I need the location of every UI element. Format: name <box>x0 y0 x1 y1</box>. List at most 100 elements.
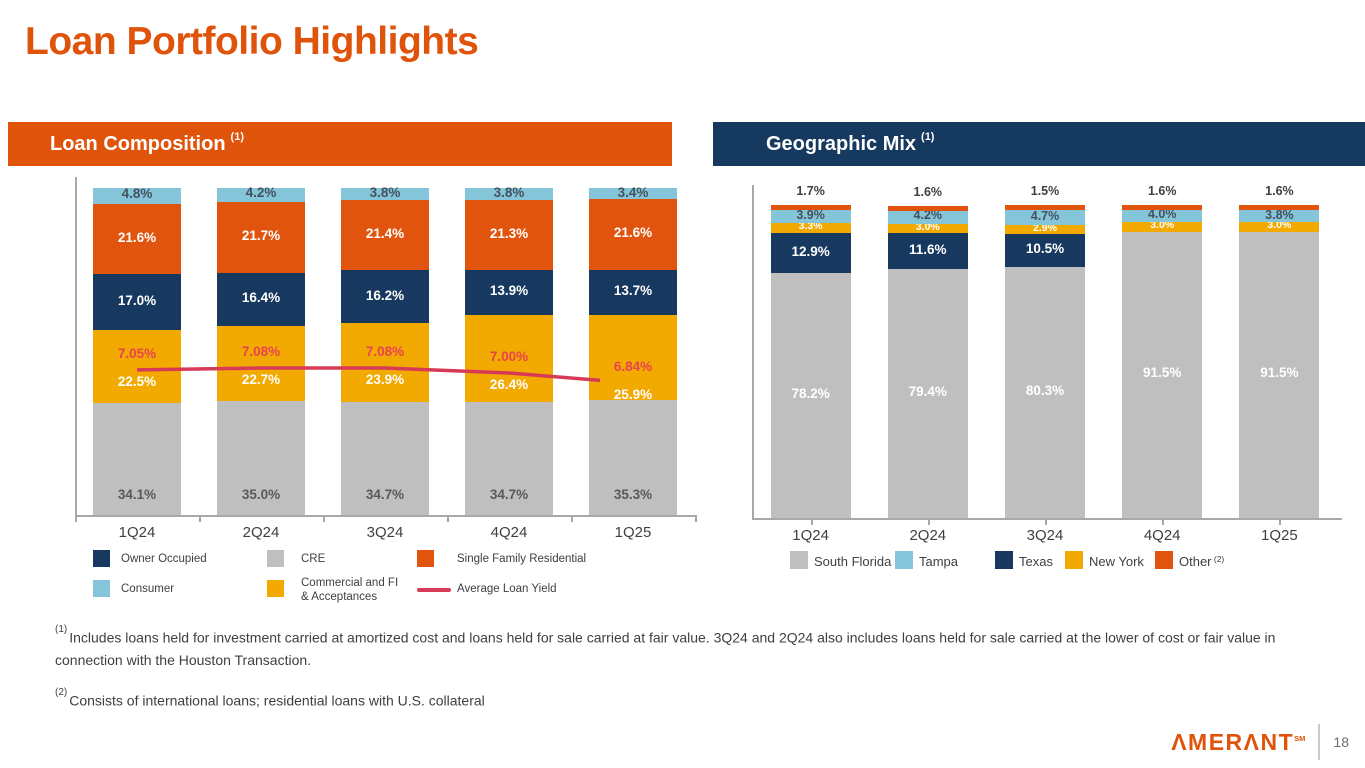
category-label: 4Q24 <box>1143 527 1181 544</box>
bar-value-label: 1.7% <box>796 184 825 198</box>
legend-swatch <box>93 580 110 597</box>
bar-segment <box>1239 222 1320 232</box>
bar-segment <box>887 223 968 234</box>
bar-value-label: 3.8% <box>1265 207 1294 222</box>
bar-segment <box>93 203 181 275</box>
bar-value-label: 11.6% <box>909 241 947 257</box>
bar-segment <box>341 323 429 402</box>
bar-value-label: 22.7% <box>241 372 281 387</box>
bar-segment <box>217 188 305 202</box>
panel-header-loan-composition: Loan Composition (1) <box>8 122 672 166</box>
bar-segment <box>93 403 181 515</box>
bar-value-label: 21.6% <box>613 225 653 241</box>
legend-swatch <box>995 551 1013 569</box>
bar-value-label: 78.2% <box>791 386 830 402</box>
bar-segment <box>1005 233 1085 267</box>
bar-segment <box>465 269 553 316</box>
axis-tick <box>571 515 573 522</box>
panel-header-geographic-mix: Geographic Mix (1) <box>713 122 1365 166</box>
footnote-ref-2: (2) <box>1211 554 1225 564</box>
bar-value-label: 21.7% <box>241 227 281 243</box>
bar-segment <box>465 401 553 515</box>
axis-tick <box>323 515 325 522</box>
legend-swatch <box>267 550 284 567</box>
legend-item: South Florida <box>814 554 892 569</box>
bar-segment <box>1005 210 1085 225</box>
category-label: 2Q24 <box>909 527 947 544</box>
bar-value-label: 4.8% <box>121 186 153 202</box>
footnote-ref-1: (1) <box>230 131 244 143</box>
bar-segment <box>1122 222 1203 232</box>
bar-value-label: 2.9% <box>1033 221 1057 234</box>
bar-segment <box>589 399 677 515</box>
axis-tick <box>1279 518 1282 525</box>
legend-swatch <box>417 550 434 567</box>
bar-segment <box>93 329 181 404</box>
loan-composition-legend: Owner Occupied Consumer CRE Commercial and … <box>75 545 695 609</box>
bar-value-label: 4.2% <box>913 208 943 223</box>
axis-tick <box>75 515 77 522</box>
bar-value-label: 91.5% <box>1260 365 1299 381</box>
legend-item: Other (2) <box>1179 554 1225 569</box>
bar-segment <box>887 233 968 270</box>
x-axis <box>752 518 1342 520</box>
category-label: 3Q24 <box>1026 527 1064 544</box>
bar-segment <box>217 272 305 327</box>
bar-value-label: 3.4% <box>617 184 649 200</box>
axis-tick <box>927 518 930 525</box>
panel-title-loan-composition: Loan Composition <box>50 132 226 155</box>
category-label: 4Q24 <box>490 524 528 541</box>
bar-value-label: 3.0% <box>1150 219 1175 232</box>
bar-value-label: 22.5% <box>117 373 157 389</box>
legend-swatch <box>267 580 284 597</box>
yield-value-label: 7.00% <box>489 349 529 364</box>
footnote-ref-1: (1) <box>921 131 935 143</box>
bar-segment <box>93 188 181 204</box>
bar-segment <box>341 270 429 324</box>
bar-value-label: 25.9% <box>613 387 653 402</box>
loan-composition-chart: 34.1% 17.0% 21.6% 4.8% 1Q24 35.0% 16.4% 21.7% 4.… <box>75 177 697 552</box>
bar-segment <box>887 205 968 211</box>
bar-value-label: 4.2% <box>245 185 277 201</box>
category-label: 1Q25 <box>1261 527 1298 544</box>
bar-segment <box>770 210 851 223</box>
axis-tick <box>447 515 449 522</box>
bar-segment <box>1005 224 1085 234</box>
slide-footer: ΛMERΛNTSM 18 <box>1171 724 1349 760</box>
bar-value-label: 3.8% <box>369 184 401 200</box>
category-label: 1Q24 <box>118 524 156 541</box>
bar-value-label: 1.5% <box>1030 184 1060 199</box>
footnote-2-ref: (2) <box>55 687 68 698</box>
bar-value-label: 35.3% <box>613 487 653 502</box>
bar-segment <box>341 401 429 515</box>
bar-value-label: 1.6% <box>913 184 943 199</box>
category-label: 1Q24 <box>792 527 829 544</box>
bar-segment <box>341 200 429 271</box>
axis-tick <box>1162 518 1165 525</box>
legend-swatch <box>895 551 913 569</box>
bar-segment <box>589 199 677 271</box>
bar-segment <box>770 273 851 518</box>
bar-value-label: 3.9% <box>796 207 825 222</box>
legend-item: Tampa <box>919 554 959 569</box>
y-axis <box>752 185 754 518</box>
bar-value-label: 4.7% <box>1030 208 1060 223</box>
panel-title-geographic-mix: Geographic Mix <box>766 132 917 155</box>
geographic-mix-chart: 78.2% 12.9% 3.3% 3.9% 1.7% 1Q24 79.4% 11.6% 3.0%… <box>752 184 1344 550</box>
yield-value-label: 7.05% <box>117 345 157 361</box>
legend-swatch <box>93 550 110 567</box>
legend-item: New York <box>1089 554 1144 569</box>
bar-value-label: 21.6% <box>117 229 157 245</box>
bar-value-label: 21.4% <box>365 226 405 242</box>
legend-item: Owner Occupied <box>121 553 207 565</box>
footnote-2: (2)Consists of international loans; resi… <box>55 687 1310 712</box>
footnote-2-text: Consists of international loans; residen… <box>69 692 485 709</box>
bar-segment <box>93 274 181 330</box>
bar-value-label: 34.7% <box>365 487 405 502</box>
bar-segment <box>770 205 851 211</box>
legend-item: Commercial and FI & Acceptances <box>301 577 399 604</box>
bar-value-label: 34.7% <box>489 487 529 502</box>
bar-value-label: 26.4% <box>489 377 529 392</box>
axis-tick <box>695 515 697 522</box>
